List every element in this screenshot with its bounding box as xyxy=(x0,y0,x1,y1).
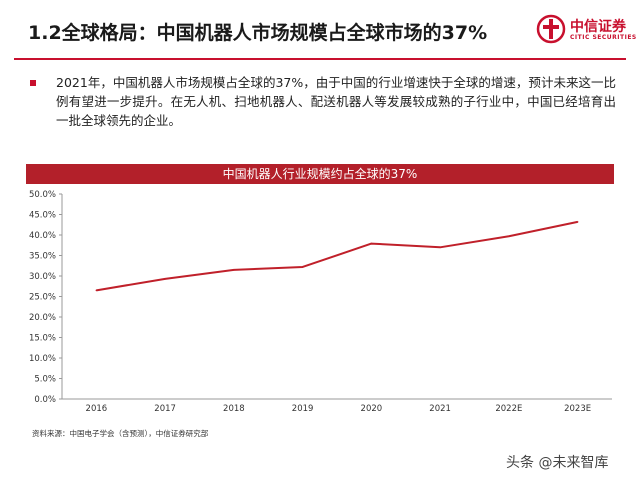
data-point xyxy=(439,246,441,249)
x-tick-label: 2023E xyxy=(564,404,591,414)
y-tick-label: 5.0% xyxy=(34,375,56,385)
y-tick-label: 25.0% xyxy=(29,293,56,303)
data-point xyxy=(95,289,98,292)
body-paragraph: 2021年，中国机器人市场规模占全球的37%，由于中国的行业增速快于全球的增速，… xyxy=(56,75,616,128)
chart-svg: 0.0% 5.0% 10.0% 15.0% 20.0% 25.0% 30.0% 35.0% 40… xyxy=(29,190,612,414)
title-divider xyxy=(14,58,626,60)
data-point xyxy=(164,278,166,280)
page-title: 1.2全球格局：中国机器人市场规模占全球市场的37% xyxy=(28,22,488,44)
source-note: 资料来源：中国电子学会（含预测），中信证券研究部 xyxy=(32,429,209,438)
chart-title: 中国机器人行业规模约占全球的37% xyxy=(26,164,614,184)
x-tick-label: 2022E xyxy=(495,404,522,414)
x-tick-label: 2021 xyxy=(429,404,451,414)
y-tick-label: 40.0% xyxy=(29,231,56,241)
data-point xyxy=(233,269,235,271)
data-point xyxy=(301,266,304,268)
x-tick-label: 2019 xyxy=(292,404,314,414)
series-line xyxy=(96,220,578,292)
citic-logo: 中信证券 CITIC SECURITIES xyxy=(536,14,636,50)
logo-text-cn: 中信证券 xyxy=(570,19,626,35)
watermark: 头条 @未来智库 xyxy=(506,455,609,471)
y-tick-label: 35.0% xyxy=(29,252,56,262)
citic-logo-icon xyxy=(536,14,566,44)
y-tick-label: 10.0% xyxy=(29,354,56,364)
x-tick-label: 2016 xyxy=(86,404,108,414)
y-tick-label: 20.0% xyxy=(29,313,56,323)
y-tick-label: 50.0% xyxy=(29,190,56,200)
data-point xyxy=(370,242,373,245)
logo-text-en: CITIC SECURITIES xyxy=(570,34,637,41)
line-chart: 0.0% 5.0% 10.0% 15.0% 20.0% 25.0% 30.0% 35.0% 40… xyxy=(0,184,640,424)
bullet-square-icon xyxy=(30,80,36,86)
y-tick-label: 30.0% xyxy=(29,272,56,282)
y-tick-label: 0.0% xyxy=(34,395,56,405)
x-tick-label: 2017 xyxy=(154,404,176,414)
y-tick-label: 45.0% xyxy=(29,211,56,221)
x-tick-label: 2020 xyxy=(361,404,383,414)
y-tick-label: 15.0% xyxy=(29,334,56,344)
data-point xyxy=(508,235,510,238)
x-tick-label: 2018 xyxy=(223,404,245,414)
data-point xyxy=(576,221,579,223)
